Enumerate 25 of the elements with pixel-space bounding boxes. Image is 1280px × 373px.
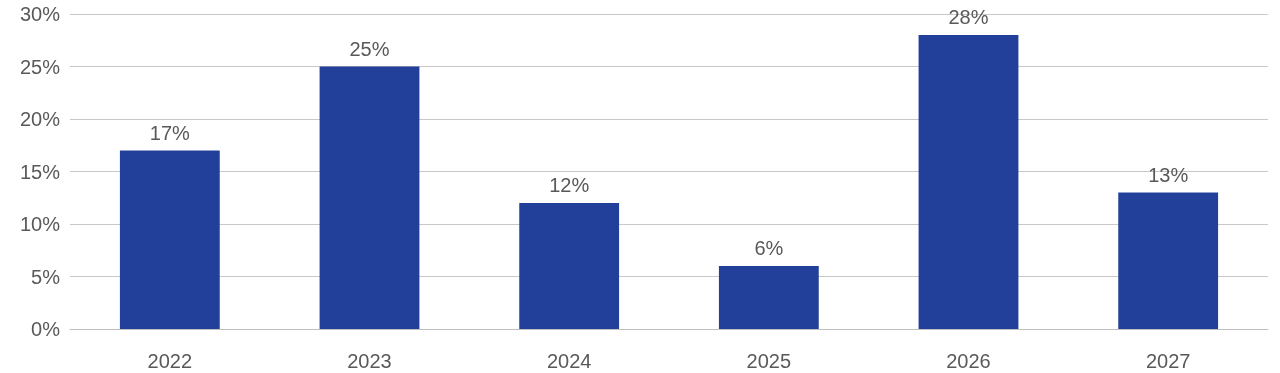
x-tick-label: 2027 [1145, 350, 1191, 372]
y-tick-label: 15% [19, 160, 61, 183]
bar [718, 266, 819, 329]
data-label: 13% [1148, 163, 1189, 186]
y-tick-label: 30% [19, 3, 61, 25]
x-tick-label: 2024 [546, 350, 592, 372]
data-label: 25% [349, 37, 390, 60]
bar [119, 150, 220, 329]
x-tick-label: 2023 [347, 350, 392, 372]
x-tick-label: 2022 [147, 350, 193, 372]
bar [519, 203, 620, 329]
data-label: 12% [549, 174, 590, 196]
x-tick-label: 2026 [946, 350, 991, 372]
bar [918, 35, 1019, 329]
data-label: 28% [948, 6, 989, 28]
y-tick-label: 0% [31, 318, 61, 340]
y-tick-label: 25% [19, 55, 61, 78]
y-tick-label: 5% [31, 265, 61, 288]
bar [1118, 192, 1219, 329]
bar [319, 66, 420, 329]
y-tick-label: 10% [19, 213, 61, 235]
data-label: 17% [149, 121, 191, 144]
y-tick-label: 20% [19, 108, 61, 130]
x-tick-label: 2025 [746, 350, 792, 372]
data-label: 6% [754, 237, 784, 259]
